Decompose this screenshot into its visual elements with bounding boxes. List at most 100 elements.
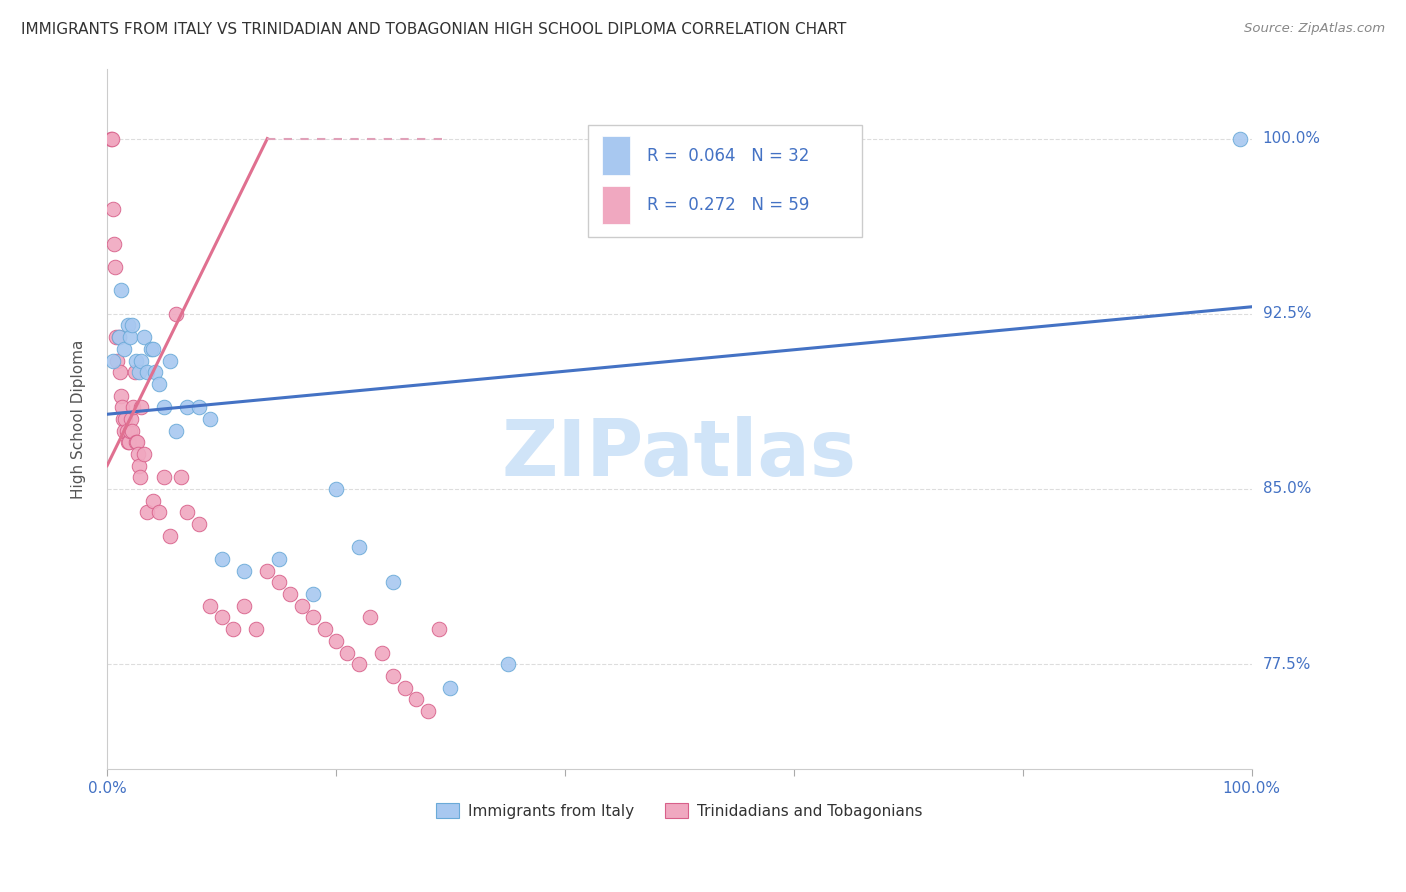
Point <box>131 353 153 368</box>
Point <box>129 470 152 484</box>
Point <box>110 388 132 402</box>
Point <box>105 330 128 344</box>
Point <box>136 505 159 519</box>
Point <box>267 552 290 566</box>
Point <box>124 365 146 379</box>
Point <box>198 599 221 613</box>
Point <box>302 587 325 601</box>
Point <box>117 318 139 333</box>
Point <box>117 435 139 450</box>
Point <box>165 424 187 438</box>
Point <box>142 493 165 508</box>
Point <box>302 610 325 624</box>
Point <box>336 646 359 660</box>
Point <box>382 575 405 590</box>
Point <box>143 365 166 379</box>
Point <box>148 376 170 391</box>
Point <box>112 424 135 438</box>
Point <box>427 622 450 636</box>
Text: 85.0%: 85.0% <box>1263 482 1310 497</box>
Point <box>314 622 336 636</box>
FancyBboxPatch shape <box>588 125 862 236</box>
Point <box>347 541 370 555</box>
Point <box>121 424 143 438</box>
Point <box>115 424 138 438</box>
Text: R =  0.272   N = 59: R = 0.272 N = 59 <box>647 196 810 214</box>
Point <box>245 622 267 636</box>
Text: 77.5%: 77.5% <box>1263 657 1310 672</box>
Point <box>325 633 347 648</box>
Point <box>132 330 155 344</box>
Point <box>128 458 150 473</box>
Point <box>118 424 141 438</box>
Point <box>165 307 187 321</box>
Y-axis label: High School Diploma: High School Diploma <box>72 339 86 499</box>
Bar <box>602 186 630 224</box>
Point <box>359 610 381 624</box>
Point <box>125 435 148 450</box>
Point <box>347 657 370 672</box>
Point <box>371 646 394 660</box>
Point <box>153 470 176 484</box>
Point <box>104 260 127 274</box>
Text: 92.5%: 92.5% <box>1263 306 1312 321</box>
Point <box>120 412 142 426</box>
Text: 100.0%: 100.0% <box>1263 131 1320 146</box>
Point <box>176 505 198 519</box>
Text: R =  0.064   N = 32: R = 0.064 N = 32 <box>647 147 810 165</box>
Point <box>122 401 145 415</box>
Point <box>136 365 159 379</box>
Point <box>405 692 427 706</box>
Point <box>101 353 124 368</box>
Point <box>112 412 135 426</box>
Point <box>105 353 128 368</box>
Point <box>159 353 181 368</box>
Point <box>107 330 129 344</box>
Point <box>211 552 233 566</box>
Point <box>139 342 162 356</box>
Point <box>382 669 405 683</box>
Point <box>198 412 221 426</box>
Bar <box>602 136 630 175</box>
Point <box>101 202 124 216</box>
Point <box>394 681 416 695</box>
Point <box>222 622 245 636</box>
Point <box>187 401 209 415</box>
Point <box>211 610 233 624</box>
Point <box>416 704 439 718</box>
Point <box>159 529 181 543</box>
Text: ZIPatlas: ZIPatlas <box>502 416 856 492</box>
Point <box>187 516 209 531</box>
Point <box>118 435 141 450</box>
Text: Source: ZipAtlas.com: Source: ZipAtlas.com <box>1244 22 1385 36</box>
Point <box>496 657 519 672</box>
Point <box>439 681 461 695</box>
Point <box>125 435 148 450</box>
Point <box>233 599 256 613</box>
Point <box>107 330 129 344</box>
Point <box>110 284 132 298</box>
Point <box>114 412 136 426</box>
Point <box>267 575 290 590</box>
Point <box>131 401 153 415</box>
Point <box>148 505 170 519</box>
Point <box>256 564 278 578</box>
Point <box>103 236 125 251</box>
Point <box>142 342 165 356</box>
Point <box>132 447 155 461</box>
Point <box>325 482 347 496</box>
Point <box>1229 131 1251 145</box>
Point <box>170 470 193 484</box>
Point <box>112 342 135 356</box>
Point <box>176 401 198 415</box>
Point <box>128 365 150 379</box>
Point <box>125 353 148 368</box>
Point <box>108 365 131 379</box>
Point <box>100 131 122 145</box>
Legend: Immigrants from Italy, Trinidadians and Tobagonians: Immigrants from Italy, Trinidadians and … <box>430 797 928 825</box>
Point <box>100 131 122 145</box>
Point <box>118 330 141 344</box>
Point <box>278 587 301 601</box>
Point <box>153 401 176 415</box>
Point <box>127 447 149 461</box>
